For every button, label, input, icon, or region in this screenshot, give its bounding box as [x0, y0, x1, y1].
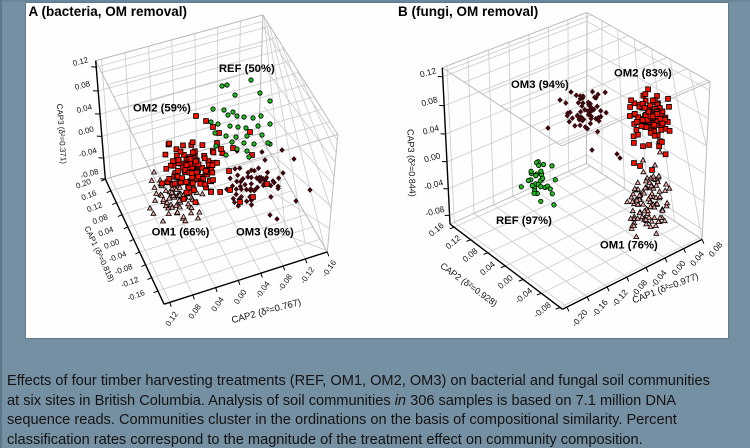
svg-text:0.04: 0.04	[97, 225, 115, 239]
svg-text:CAP3 (δ²=0.371): CAP3 (δ²=0.371)	[55, 103, 68, 164]
svg-text:-0.20: -0.20	[569, 307, 589, 328]
svg-text:0.08: 0.08	[74, 79, 92, 92]
svg-text:0.16: 0.16	[427, 220, 446, 238]
svg-text:0.00: 0.00	[496, 272, 515, 290]
svg-text:-0.04: -0.04	[423, 177, 445, 192]
svg-text:OM3 (89%): OM3 (89%)	[236, 227, 294, 239]
svg-text:OM3 (94%): OM3 (94%)	[511, 79, 569, 91]
svg-text:-0.08: -0.08	[424, 204, 446, 219]
svg-text:-0.04: -0.04	[254, 279, 272, 300]
svg-text:-0.04: -0.04	[78, 146, 98, 160]
svg-text:0.08: 0.08	[706, 240, 724, 259]
svg-text:-0.16: -0.16	[590, 297, 610, 318]
svg-text:OM2 (59%): OM2 (59%)	[133, 103, 191, 115]
svg-text:0.04: 0.04	[209, 295, 226, 313]
svg-text:OM2 (83%): OM2 (83%)	[614, 68, 672, 80]
svg-text:0.12: 0.12	[419, 65, 438, 79]
svg-text:0.00: 0.00	[423, 150, 442, 164]
svg-text:-0.08: -0.08	[532, 299, 553, 319]
svg-text:0.12: 0.12	[443, 233, 462, 251]
svg-text:0.08: 0.08	[460, 246, 479, 264]
svg-text:REF (50%): REF (50%)	[219, 63, 275, 75]
svg-text:0.12: 0.12	[86, 200, 104, 214]
svg-text:0.04: 0.04	[422, 123, 441, 137]
svg-text:0.16: 0.16	[80, 188, 98, 202]
svg-text:0.04: 0.04	[76, 102, 94, 115]
svg-text:-0.04: -0.04	[108, 249, 129, 264]
svg-text:OM1 (76%): OM1 (76%)	[600, 240, 658, 252]
svg-text:-0.12: -0.12	[610, 287, 630, 308]
svg-text:REF (97%): REF (97%)	[496, 215, 552, 227]
svg-text:0.12: 0.12	[164, 310, 181, 328]
svg-text:-0.16: -0.16	[320, 258, 338, 279]
svg-text:CAP3 (δ²=0.844): CAP3 (δ²=0.844)	[405, 129, 417, 197]
svg-text:0.04: 0.04	[478, 259, 497, 277]
svg-text:-0.08: -0.08	[114, 262, 135, 277]
svg-text:0.20: 0.20	[75, 177, 93, 191]
svg-text:-0.12: -0.12	[120, 275, 141, 290]
svg-text:-0.04: -0.04	[513, 285, 534, 305]
svg-text:0.04: 0.04	[688, 249, 706, 268]
svg-text:0.00: 0.00	[103, 237, 121, 251]
svg-text:0.08: 0.08	[187, 302, 204, 320]
svg-text:0.12: 0.12	[72, 55, 90, 68]
svg-text:OM1 (66%): OM1 (66%)	[152, 227, 210, 239]
svg-text:0.08: 0.08	[420, 94, 439, 108]
svg-text:-0.12: -0.12	[298, 265, 316, 286]
svg-text:0.00: 0.00	[77, 124, 95, 137]
svg-text:-0.08: -0.08	[276, 272, 294, 293]
svg-text:0.00: 0.00	[232, 288, 249, 306]
svg-text:-0.16: -0.16	[126, 288, 147, 303]
svg-text:0.08: 0.08	[91, 212, 109, 226]
